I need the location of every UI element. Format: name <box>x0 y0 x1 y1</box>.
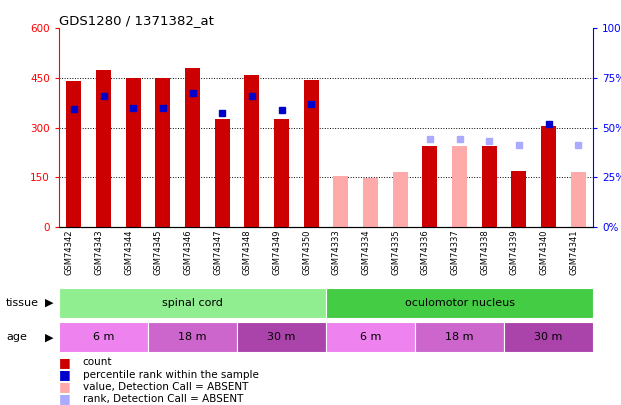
Bar <box>482 146 497 227</box>
Bar <box>504 322 593 352</box>
Bar <box>66 81 81 227</box>
Bar <box>274 119 289 227</box>
Text: GSM74336: GSM74336 <box>421 230 430 275</box>
Bar <box>245 75 259 227</box>
Text: value, Detection Call = ABSENT: value, Detection Call = ABSENT <box>83 382 248 392</box>
Bar <box>422 146 437 227</box>
Bar <box>237 322 326 352</box>
Text: GSM74347: GSM74347 <box>213 230 222 275</box>
Text: percentile rank within the sample: percentile rank within the sample <box>83 370 258 379</box>
Text: spinal cord: spinal cord <box>162 298 223 308</box>
Bar <box>96 70 111 227</box>
Text: GSM74349: GSM74349 <box>273 230 281 275</box>
Bar <box>333 175 348 227</box>
Bar <box>326 322 415 352</box>
Text: 30 m: 30 m <box>267 332 296 342</box>
Bar <box>185 68 200 227</box>
Text: ■: ■ <box>59 392 71 405</box>
Text: GSM74334: GSM74334 <box>361 230 371 275</box>
Bar <box>363 178 378 227</box>
Bar <box>571 172 586 227</box>
Bar <box>125 78 140 227</box>
Text: GSM74339: GSM74339 <box>510 230 519 275</box>
Text: GSM74340: GSM74340 <box>540 230 548 275</box>
Text: oculomotor nucleus: oculomotor nucleus <box>404 298 515 308</box>
Text: GSM74342: GSM74342 <box>65 230 74 275</box>
Text: GSM74338: GSM74338 <box>480 230 489 275</box>
Bar <box>304 80 319 227</box>
Text: GSM74333: GSM74333 <box>332 230 341 275</box>
Text: GSM74335: GSM74335 <box>391 230 400 275</box>
Text: GDS1280 / 1371382_at: GDS1280 / 1371382_at <box>59 14 214 27</box>
Text: GSM74345: GSM74345 <box>154 230 163 275</box>
Text: GSM74346: GSM74346 <box>184 230 193 275</box>
Bar <box>541 126 556 227</box>
Text: GSM74343: GSM74343 <box>94 230 104 275</box>
Bar <box>155 78 170 227</box>
Text: ▶: ▶ <box>45 298 54 308</box>
Text: GSM74341: GSM74341 <box>569 230 578 275</box>
Text: GSM74337: GSM74337 <box>451 230 460 275</box>
Text: rank, Detection Call = ABSENT: rank, Detection Call = ABSENT <box>83 394 243 404</box>
Text: 18 m: 18 m <box>178 332 207 342</box>
Bar <box>59 288 326 318</box>
Bar <box>512 171 526 227</box>
Bar <box>59 322 148 352</box>
Bar <box>215 119 230 227</box>
Bar <box>415 322 504 352</box>
Bar <box>452 146 467 227</box>
Text: 30 m: 30 m <box>534 332 563 342</box>
Text: GSM74344: GSM74344 <box>124 230 133 275</box>
Text: ■: ■ <box>59 356 71 369</box>
Text: GSM74348: GSM74348 <box>243 230 252 275</box>
Text: 6 m: 6 m <box>93 332 114 342</box>
Text: ■: ■ <box>59 380 71 393</box>
Text: ■: ■ <box>59 368 71 381</box>
Text: GSM74350: GSM74350 <box>302 230 311 275</box>
Text: 18 m: 18 m <box>445 332 474 342</box>
Text: ▶: ▶ <box>45 332 54 342</box>
Bar <box>326 288 593 318</box>
Text: count: count <box>83 358 112 367</box>
Text: 6 m: 6 m <box>360 332 381 342</box>
Text: tissue: tissue <box>6 298 39 308</box>
Bar <box>148 322 237 352</box>
Text: age: age <box>6 332 27 342</box>
Bar <box>392 172 407 227</box>
